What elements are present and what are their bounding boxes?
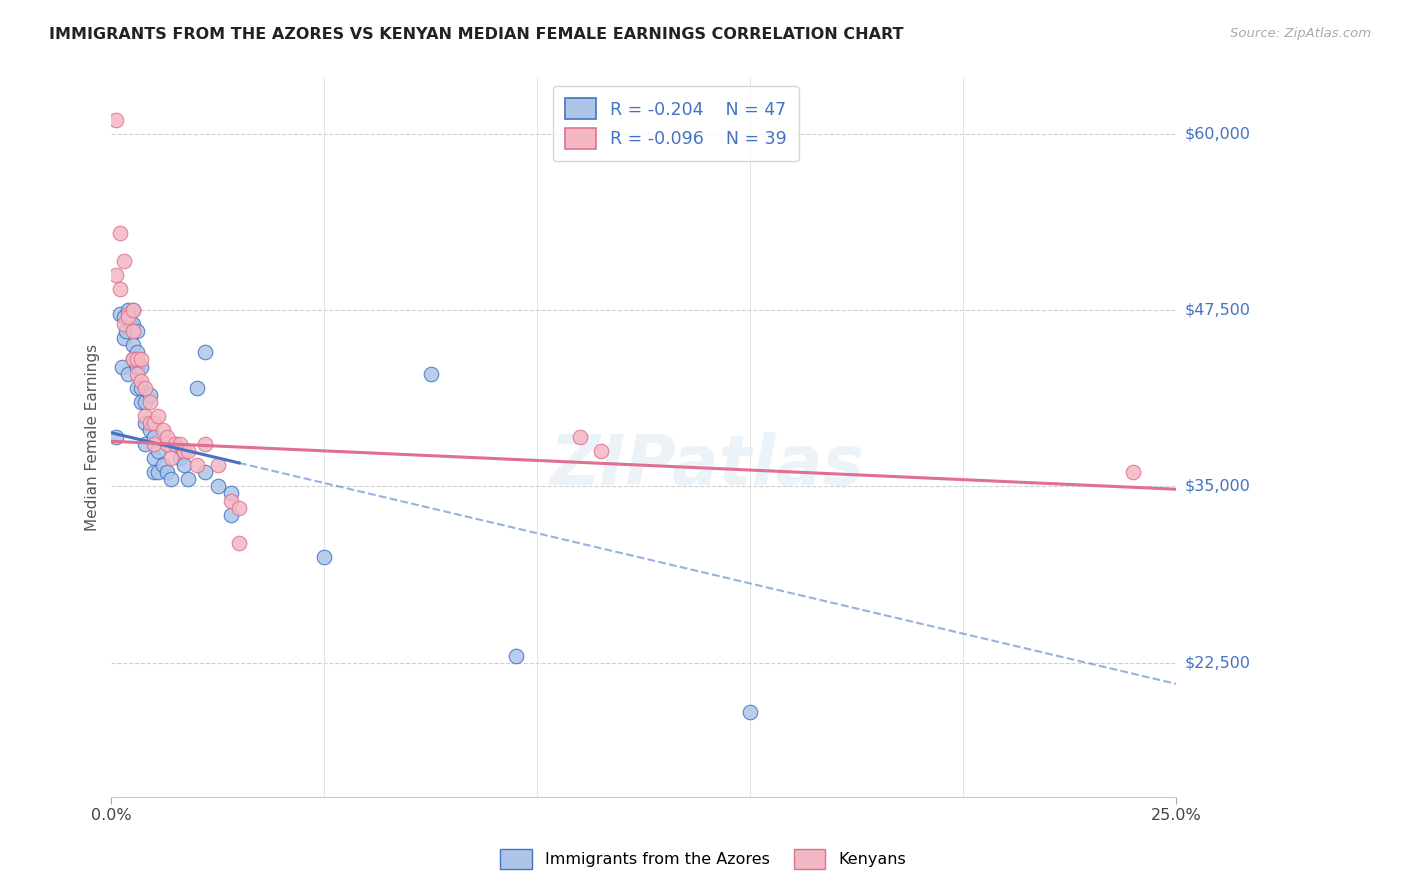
Point <box>115 324 138 338</box>
Text: $60,000: $60,000 <box>1184 127 1250 141</box>
Point <box>207 479 229 493</box>
Legend: R = -0.204    N = 47, R = -0.096    N = 39: R = -0.204 N = 47, R = -0.096 N = 39 <box>553 87 799 161</box>
Point <box>117 303 139 318</box>
Point <box>148 409 170 423</box>
Point <box>112 331 135 345</box>
Point <box>1122 465 1144 479</box>
Point <box>160 451 183 466</box>
Point <box>148 465 170 479</box>
Point <box>129 394 152 409</box>
Point <box>104 112 127 127</box>
Point <box>207 458 229 473</box>
Point <box>219 508 242 522</box>
Point <box>125 367 148 381</box>
Point <box>143 437 166 451</box>
Point <box>228 536 250 550</box>
Point <box>505 648 527 663</box>
Point <box>108 307 131 321</box>
Point <box>120 317 142 331</box>
Point <box>112 253 135 268</box>
Point <box>173 458 195 473</box>
Point <box>591 444 613 458</box>
Point <box>129 359 152 374</box>
Legend: Immigrants from the Azores, Kenyans: Immigrants from the Azores, Kenyans <box>494 843 912 875</box>
Point <box>143 416 166 430</box>
Point <box>152 458 174 473</box>
Point <box>129 374 152 388</box>
Point <box>194 465 217 479</box>
Point <box>121 303 143 318</box>
Point <box>108 226 131 240</box>
Point <box>138 416 160 430</box>
Point <box>138 388 160 402</box>
Text: IMMIGRANTS FROM THE AZORES VS KENYAN MEDIAN FEMALE EARNINGS CORRELATION CHART: IMMIGRANTS FROM THE AZORES VS KENYAN MED… <box>49 27 904 42</box>
Point <box>125 381 148 395</box>
Point <box>143 451 166 466</box>
Point <box>108 282 131 296</box>
Point <box>125 345 148 359</box>
Text: ZIPatlas: ZIPatlas <box>550 433 865 500</box>
Point <box>314 549 336 564</box>
Point <box>138 394 160 409</box>
Point <box>156 465 179 479</box>
Point <box>121 324 143 338</box>
Text: $47,500: $47,500 <box>1184 302 1250 318</box>
Point <box>169 451 191 466</box>
Text: $22,500: $22,500 <box>1184 656 1250 670</box>
Point <box>134 416 156 430</box>
Point <box>125 352 148 367</box>
Point <box>740 705 762 719</box>
Point <box>143 430 166 444</box>
Point <box>134 394 156 409</box>
Point <box>173 444 195 458</box>
Point <box>121 317 143 331</box>
Point <box>194 345 217 359</box>
Point <box>121 338 143 352</box>
Text: Source: ZipAtlas.com: Source: ZipAtlas.com <box>1230 27 1371 40</box>
Point <box>177 472 200 486</box>
Point <box>156 437 179 451</box>
Point <box>228 500 250 515</box>
Point <box>186 381 208 395</box>
Point <box>138 423 160 437</box>
Point <box>177 444 200 458</box>
Point <box>219 493 242 508</box>
Point <box>219 486 242 500</box>
Point <box>112 317 135 331</box>
Point <box>165 437 187 451</box>
Point <box>121 352 143 367</box>
Point <box>419 367 441 381</box>
Point <box>117 310 139 325</box>
Point <box>104 268 127 282</box>
Point <box>148 444 170 458</box>
Point <box>194 437 217 451</box>
Point <box>111 359 134 374</box>
Point <box>160 472 183 486</box>
Point <box>112 310 135 325</box>
Text: $35,000: $35,000 <box>1184 479 1250 494</box>
Point <box>104 430 127 444</box>
Point <box>568 430 591 444</box>
Point <box>129 381 152 395</box>
Point <box>169 437 191 451</box>
Point <box>121 303 143 318</box>
Point <box>152 423 174 437</box>
Point <box>129 352 152 367</box>
Point <box>134 437 156 451</box>
Point <box>121 352 143 367</box>
Point <box>165 437 187 451</box>
Point <box>125 324 148 338</box>
Point <box>143 465 166 479</box>
Point <box>117 367 139 381</box>
Point <box>125 359 148 374</box>
Point <box>186 458 208 473</box>
Point <box>134 381 156 395</box>
Point <box>117 307 139 321</box>
Y-axis label: Median Female Earnings: Median Female Earnings <box>86 343 100 531</box>
Point <box>156 430 179 444</box>
Point <box>134 409 156 423</box>
